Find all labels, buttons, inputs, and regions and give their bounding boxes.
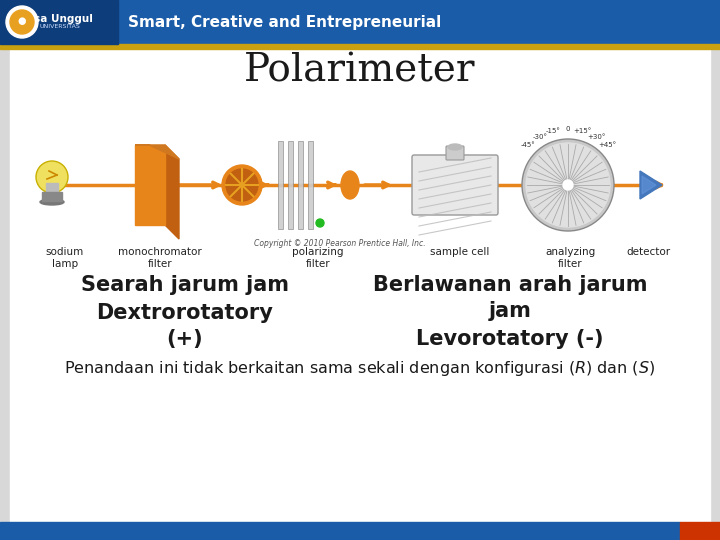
- Polygon shape: [165, 145, 179, 239]
- Text: Dextrorotatory: Dextrorotatory: [96, 303, 274, 323]
- Text: Smart, Creative and Entrepreneurial: Smart, Creative and Entrepreneurial: [128, 15, 441, 30]
- Circle shape: [6, 6, 38, 38]
- Text: +45°: +45°: [598, 143, 616, 148]
- Polygon shape: [640, 171, 662, 199]
- Bar: [135, 145, 165, 225]
- Bar: [0, 0, 118, 44]
- Text: sample cell: sample cell: [431, 247, 490, 257]
- Ellipse shape: [341, 171, 359, 199]
- Bar: [288, 141, 293, 229]
- Text: monochromator
filter: monochromator filter: [118, 247, 202, 268]
- Polygon shape: [642, 176, 656, 194]
- Circle shape: [36, 161, 68, 193]
- Text: +30°: +30°: [587, 133, 606, 139]
- Ellipse shape: [448, 144, 462, 150]
- Text: (+): (+): [167, 329, 203, 349]
- Text: polarizing
filter: polarizing filter: [292, 247, 343, 268]
- Polygon shape: [135, 145, 179, 159]
- Text: detector: detector: [626, 247, 670, 257]
- Text: -15°: -15°: [546, 128, 561, 134]
- Text: analyzing
filter: analyzing filter: [545, 247, 595, 268]
- Bar: [308, 141, 313, 229]
- Bar: [0, 522, 680, 540]
- Circle shape: [226, 169, 258, 201]
- Circle shape: [563, 180, 573, 190]
- Bar: [46, 183, 58, 193]
- Ellipse shape: [40, 199, 64, 205]
- Circle shape: [526, 143, 610, 227]
- Text: -30°: -30°: [533, 133, 547, 139]
- Text: +15°: +15°: [573, 128, 592, 134]
- Text: Polarimeter: Polarimeter: [244, 52, 476, 90]
- Text: Searah jarum jam: Searah jarum jam: [81, 275, 289, 295]
- Text: Levorotatory (-): Levorotatory (-): [416, 329, 604, 349]
- FancyBboxPatch shape: [446, 146, 464, 160]
- Text: -45°: -45°: [521, 143, 536, 148]
- Bar: [278, 141, 283, 229]
- Text: Penandaan ini tidak berkaitan sama sekali dengan konfigurasi ($R$) dan ($S$): Penandaan ini tidak berkaitan sama sekal…: [64, 359, 656, 377]
- Text: 0: 0: [566, 126, 570, 132]
- Text: Copyright © 2010 Pearson Prentice Hall, Inc.: Copyright © 2010 Pearson Prentice Hall, …: [254, 239, 426, 248]
- Bar: [298, 141, 303, 229]
- Circle shape: [316, 219, 324, 227]
- Text: sodium
lamp: sodium lamp: [46, 247, 84, 268]
- Text: ●: ●: [18, 16, 26, 26]
- Text: jam: jam: [489, 301, 531, 321]
- Bar: [10, 44, 710, 522]
- Bar: [0, 44, 720, 49]
- Text: Berlawanan arah jarum: Berlawanan arah jarum: [373, 275, 647, 295]
- Bar: [0, 0, 720, 44]
- Text: UNIVERSITAS: UNIVERSITAS: [40, 24, 81, 30]
- Bar: [42, 192, 62, 201]
- Circle shape: [10, 10, 34, 34]
- FancyBboxPatch shape: [412, 155, 498, 215]
- Bar: [680, 522, 720, 540]
- Circle shape: [522, 139, 614, 231]
- Text: Esa Unggul: Esa Unggul: [27, 14, 93, 24]
- Circle shape: [222, 165, 262, 205]
